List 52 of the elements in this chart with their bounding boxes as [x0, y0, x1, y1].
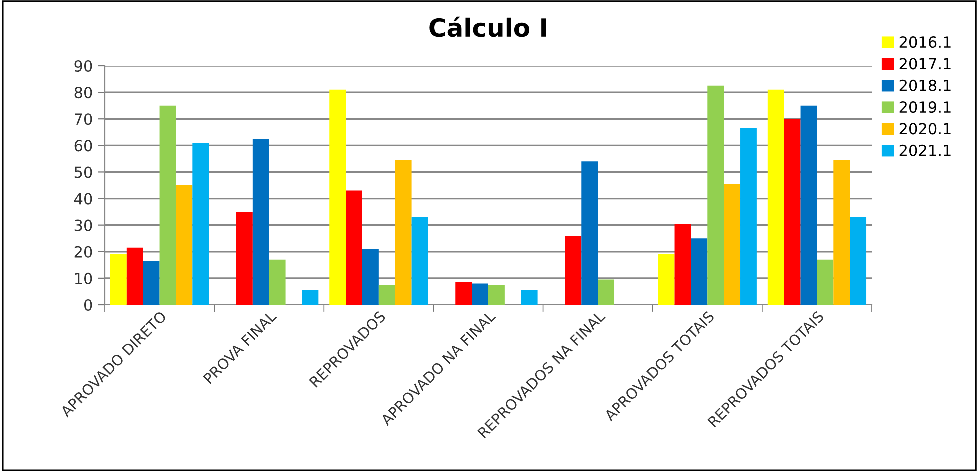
bar — [724, 184, 741, 305]
bar — [346, 190, 362, 305]
bar — [456, 282, 472, 305]
y-tick-label: 50 — [74, 166, 92, 178]
bar — [582, 162, 598, 305]
y-tick-label: 60 — [74, 140, 92, 152]
bar — [472, 284, 488, 305]
bar — [395, 160, 412, 305]
bar — [740, 128, 757, 305]
bar — [850, 217, 867, 305]
y-tick-label: 10 — [75, 272, 92, 284]
y-tick-label: 0 — [84, 299, 92, 312]
legend-label: 2021.1 — [900, 144, 951, 156]
chart-title: Cálculo I — [430, 16, 546, 38]
legend-label: 2016.1 — [900, 36, 951, 48]
y-tick-label: 80 — [74, 87, 92, 99]
legend-label: 2020.1 — [900, 123, 951, 135]
bar — [768, 90, 784, 305]
bar — [302, 290, 319, 305]
bar — [330, 90, 346, 305]
bar — [269, 260, 286, 305]
legend-label: 2019.1 — [900, 102, 951, 114]
y-tick-label: 30 — [74, 220, 92, 232]
y-tick-label: 40 — [74, 193, 92, 205]
bar — [192, 143, 210, 305]
y-tick-label: 70 — [75, 114, 92, 126]
bar — [412, 217, 428, 305]
bar — [252, 139, 270, 305]
bar — [521, 290, 538, 305]
bar — [488, 285, 505, 305]
bar — [674, 224, 692, 305]
bar — [658, 254, 675, 305]
bar — [126, 248, 144, 305]
bar — [176, 186, 193, 305]
legend-label: 2017.1 — [900, 58, 951, 70]
bar — [834, 160, 850, 305]
legend-label: 2018.1 — [900, 80, 951, 92]
bar — [691, 238, 708, 305]
bar — [708, 86, 724, 305]
bar — [362, 249, 379, 305]
bar — [817, 260, 834, 305]
y-tick-label: 90 — [74, 60, 92, 72]
bar — [236, 212, 253, 305]
bar — [110, 254, 127, 305]
y-tick-label: 20 — [74, 246, 92, 258]
bar — [565, 236, 582, 305]
bar — [784, 119, 801, 305]
bar — [598, 280, 615, 305]
bar — [160, 106, 176, 305]
bar — [800, 106, 818, 305]
bar — [378, 285, 396, 305]
bar — [143, 261, 160, 305]
